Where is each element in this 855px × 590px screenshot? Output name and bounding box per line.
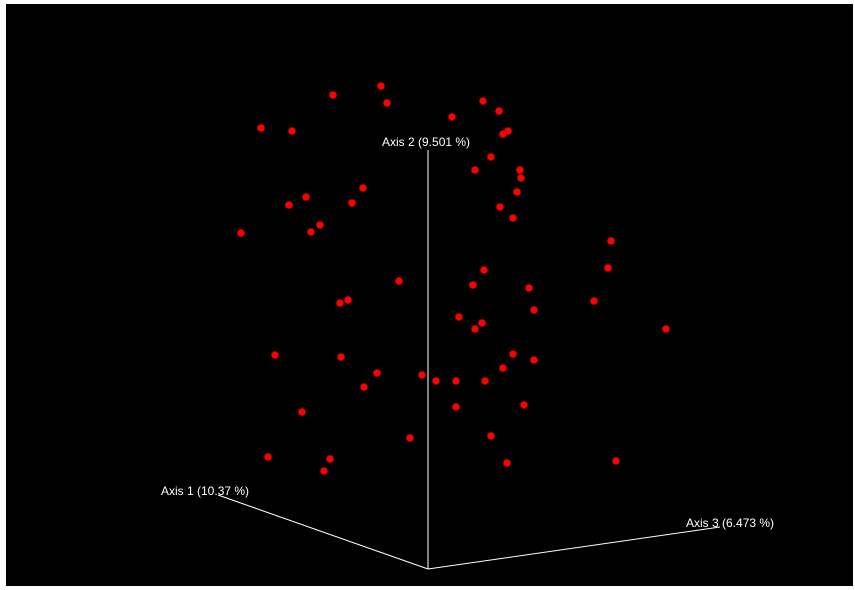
data-point-7[interactable]	[257, 124, 265, 132]
data-point-48[interactable]	[481, 377, 489, 385]
data-point-37[interactable]	[471, 325, 479, 333]
data-point-51[interactable]	[452, 403, 460, 411]
data-point-57[interactable]	[503, 459, 511, 467]
data-point-42[interactable]	[530, 356, 538, 364]
axis-1-line	[217, 494, 429, 570]
data-point-32[interactable]	[336, 299, 344, 307]
data-point-22[interactable]	[316, 221, 324, 229]
data-point-17[interactable]	[302, 193, 310, 201]
data-point-44[interactable]	[373, 369, 381, 377]
data-point-15[interactable]	[359, 184, 367, 192]
data-point-1[interactable]	[377, 82, 385, 90]
data-point-46[interactable]	[432, 377, 440, 385]
data-point-3[interactable]	[383, 99, 391, 107]
data-point-38[interactable]	[662, 325, 670, 333]
data-point-59[interactable]	[320, 467, 328, 475]
axis-3-label: Axis 3 (6.473 %)	[686, 516, 774, 530]
data-point-26[interactable]	[604, 264, 612, 272]
axes-group: Axis 2 (9.501 %) Axis 1 (10.37 %) Axis 3…	[161, 135, 774, 570]
data-point-47[interactable]	[452, 377, 460, 385]
data-point-35[interactable]	[455, 313, 463, 321]
data-point-34[interactable]	[530, 306, 538, 314]
data-point-55[interactable]	[264, 453, 272, 461]
data-point-28[interactable]	[395, 277, 403, 285]
data-point-14[interactable]	[517, 174, 525, 182]
scatter-3d-plot[interactable]: Axis 2 (9.501 %) Axis 1 (10.37 %) Axis 3…	[6, 4, 853, 586]
data-point-5[interactable]	[495, 107, 503, 115]
data-point-24[interactable]	[237, 229, 245, 237]
plot-frame: Axis 2 (9.501 %) Axis 1 (10.37 %) Axis 3…	[6, 4, 853, 586]
data-point-33[interactable]	[590, 297, 598, 305]
data-point-2[interactable]	[329, 91, 337, 99]
data-point-16[interactable]	[513, 188, 521, 196]
data-point-56[interactable]	[326, 455, 334, 463]
data-point-53[interactable]	[406, 434, 414, 442]
axis-2-label: Axis 2 (9.501 %)	[382, 135, 470, 149]
points-group	[237, 82, 670, 475]
data-point-58[interactable]	[612, 457, 620, 465]
axis-1-label: Axis 1 (10.37 %)	[161, 484, 249, 498]
data-point-10[interactable]	[499, 130, 507, 138]
data-point-25[interactable]	[607, 237, 615, 245]
data-point-31[interactable]	[344, 296, 352, 304]
data-point-20[interactable]	[496, 203, 504, 211]
data-point-54[interactable]	[487, 432, 495, 440]
data-point-49[interactable]	[360, 383, 368, 391]
data-point-11[interactable]	[487, 153, 495, 161]
axis-3-line	[427, 526, 721, 570]
data-point-41[interactable]	[509, 350, 517, 358]
data-point-21[interactable]	[509, 214, 517, 222]
data-point-23[interactable]	[307, 228, 315, 236]
data-point-27[interactable]	[480, 266, 488, 274]
data-point-43[interactable]	[499, 364, 507, 372]
data-point-19[interactable]	[348, 199, 356, 207]
data-point-40[interactable]	[337, 353, 345, 361]
data-point-50[interactable]	[520, 401, 528, 409]
data-point-13[interactable]	[516, 166, 524, 174]
data-point-45[interactable]	[418, 371, 426, 379]
data-point-52[interactable]	[298, 408, 306, 416]
data-point-12[interactable]	[471, 166, 479, 174]
data-point-39[interactable]	[271, 351, 279, 359]
data-point-36[interactable]	[478, 319, 486, 327]
data-point-6[interactable]	[448, 113, 456, 121]
data-point-4[interactable]	[479, 97, 487, 105]
data-point-30[interactable]	[525, 284, 533, 292]
data-point-18[interactable]	[285, 201, 293, 209]
data-point-29[interactable]	[469, 281, 477, 289]
data-point-8[interactable]	[288, 127, 296, 135]
